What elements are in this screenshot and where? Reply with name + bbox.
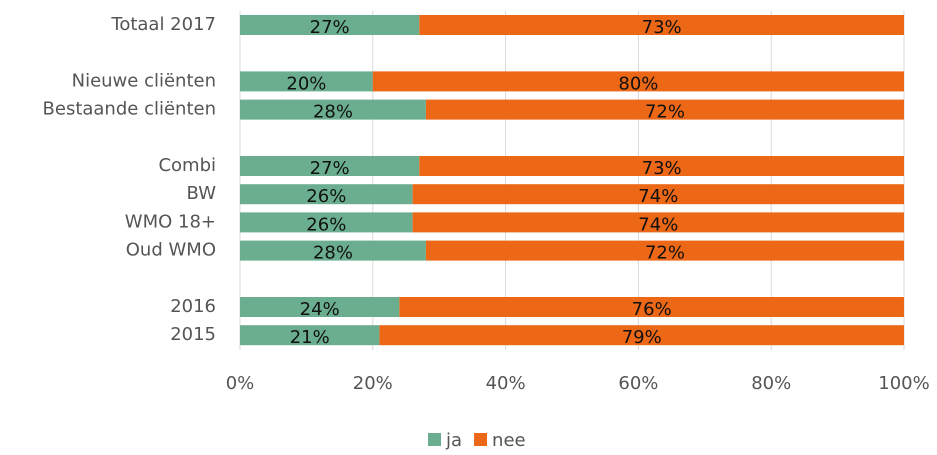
x-tick-label: 20%: [353, 373, 393, 394]
bar-segment: [379, 325, 904, 346]
x-tick-label: 40%: [486, 373, 526, 394]
y-tick-label: Combi: [158, 155, 216, 176]
legend-label: ja: [445, 430, 462, 451]
x-tick-label: 100%: [878, 373, 929, 394]
bar-segment: [372, 71, 904, 92]
data-label: 76%: [632, 299, 672, 320]
y-tick-label: Nieuwe cliënten: [72, 70, 216, 91]
bar-segment: [412, 184, 904, 205]
legend-label: nee: [492, 430, 526, 451]
y-tick-label: Totaal 2017: [110, 14, 216, 35]
bar-segment: [240, 71, 373, 92]
bar-segment: [240, 212, 413, 233]
data-label: 27%: [310, 17, 350, 38]
bar-segment: [240, 325, 380, 346]
bar-segment: [240, 99, 426, 120]
y-tick-label: 2016: [170, 296, 216, 317]
data-label: 26%: [306, 186, 346, 207]
data-label: 72%: [645, 102, 685, 123]
x-tick-label: 0%: [226, 373, 255, 394]
data-label: 27%: [310, 158, 350, 179]
bar-segment: [240, 156, 420, 176]
bar-segment: [425, 99, 904, 120]
bar-segment: [425, 240, 904, 261]
data-label: 73%: [642, 158, 682, 179]
bar-segment: [240, 240, 426, 261]
bar-segment: [240, 15, 420, 35]
data-label: 20%: [286, 73, 326, 94]
legend-swatch: [428, 433, 441, 446]
data-label: 28%: [313, 243, 353, 264]
y-tick-label: WMO 18+: [125, 211, 216, 232]
y-tick-label: Oud WMO: [126, 240, 216, 261]
bar-segment: [399, 297, 904, 317]
data-label: 26%: [306, 214, 346, 235]
x-tick-label: 60%: [618, 373, 658, 394]
bar-segment: [412, 212, 904, 233]
bar-segment: [240, 184, 413, 205]
y-tick-label: BW: [186, 183, 216, 204]
data-label: 24%: [300, 299, 340, 320]
bar-segment: [240, 297, 400, 317]
x-tick-label: 80%: [751, 373, 791, 394]
legend-swatch: [474, 433, 488, 446]
y-tick-label: 2015: [170, 324, 216, 345]
data-label: 21%: [290, 327, 330, 348]
data-label: 74%: [638, 186, 678, 207]
data-label: 72%: [645, 243, 685, 264]
bar-segment: [419, 15, 904, 35]
data-label: 73%: [642, 17, 682, 38]
y-tick-label: Bestaande cliënten: [43, 99, 216, 120]
data-label: 79%: [622, 327, 662, 348]
data-label: 74%: [638, 214, 678, 235]
data-label: 80%: [618, 73, 658, 94]
data-label: 28%: [313, 102, 353, 123]
bar-segment: [419, 156, 904, 176]
